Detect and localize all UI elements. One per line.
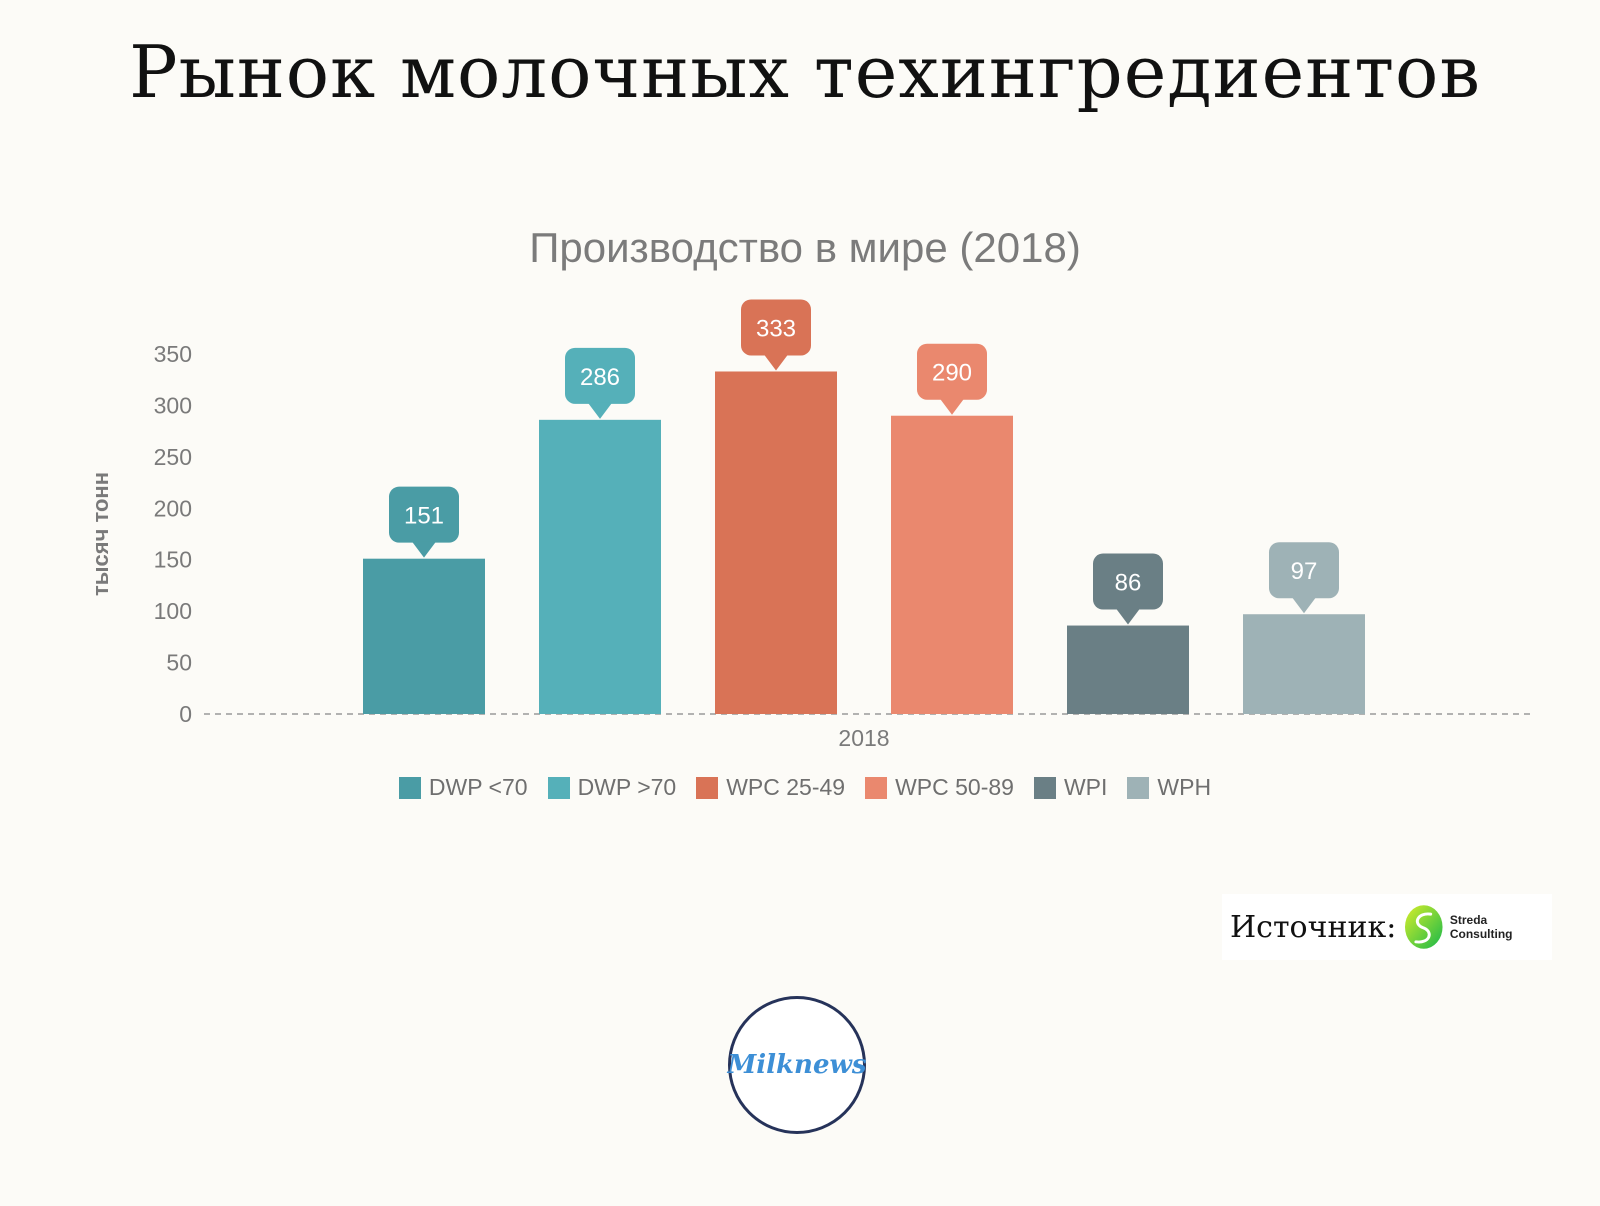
- data-label: 86: [1115, 570, 1142, 597]
- legend-swatch: [696, 776, 719, 799]
- legend-swatch: [547, 776, 570, 799]
- legend-item[interactable]: DWP <70: [398, 774, 528, 801]
- y-tick-label: 350: [154, 341, 192, 367]
- legend-swatch: [1127, 776, 1150, 799]
- data-label-bubble: [389, 486, 459, 543]
- data-label-pointer: [412, 541, 436, 558]
- y-tick-label: 0: [179, 701, 192, 727]
- chart-title: Производство в мире (2018): [529, 224, 1081, 271]
- y-tick-label: 200: [154, 495, 192, 521]
- legend-label: DWP >70: [577, 774, 677, 800]
- legend-item[interactable]: WPI: [1033, 774, 1108, 801]
- legend-swatch: [398, 776, 421, 799]
- legend-item[interactable]: WPC 50-89: [865, 774, 1014, 801]
- data-label: 333: [756, 315, 796, 342]
- data-label: 286: [580, 364, 620, 391]
- data-label-pointer: [1116, 608, 1140, 625]
- y-tick-label: 50: [166, 650, 192, 676]
- bar-wph: [1243, 614, 1365, 714]
- bar-wpi: [1067, 625, 1189, 714]
- data-label: 151: [404, 503, 444, 530]
- legend-label: WPC 25-49: [726, 774, 846, 800]
- legend-item[interactable]: DWP >70: [547, 774, 677, 801]
- data-label-bubble: [1093, 553, 1163, 610]
- legend-item[interactable]: WPH: [1127, 774, 1211, 801]
- milknews-logo: Milknews: [727, 996, 867, 1134]
- y-axis-label: тысяч тонн: [88, 472, 113, 596]
- data-label-bubble: [741, 299, 811, 356]
- data-label-bubble: [917, 343, 987, 400]
- source-label: Источник:: [1230, 909, 1397, 945]
- data-label: 97: [1291, 558, 1318, 585]
- bar-wpc-50-89: [891, 415, 1013, 714]
- legend-label: DWP <70: [428, 774, 528, 800]
- data-label-bubble: [1269, 542, 1339, 599]
- y-tick-label: 100: [154, 598, 192, 624]
- source-name: Streda Consulting: [1449, 913, 1513, 941]
- chart-legend: DWP <70 DWP >70 WPC 25-49 WPC 50-89 WPI WPH: [0, 774, 1600, 801]
- y-tick-label: 250: [154, 444, 192, 470]
- y-tick-label: 150: [154, 547, 192, 573]
- data-label-bubble: [565, 347, 635, 404]
- data-label-pointer: [588, 402, 612, 419]
- legend-swatch: [1033, 776, 1056, 799]
- data-label: 290: [932, 360, 972, 387]
- data-label-pointer: [1292, 597, 1316, 614]
- bar-dwp-70: [539, 419, 661, 714]
- bar-wpc-25-49: [715, 371, 837, 714]
- bar-dwp-70: [363, 558, 485, 714]
- x-tick-label: 2018: [838, 725, 889, 751]
- legend-item[interactable]: WPC 25-49: [696, 774, 845, 801]
- chart: 0 50 100 150 200 250 300 350 тысяч тонн 151 286 333…: [88, 299, 1530, 751]
- legend-label: WPH: [1157, 774, 1212, 800]
- legend-label: WPC 50-89: [895, 774, 1014, 800]
- data-label-pointer: [764, 354, 788, 371]
- data-label-pointer: [940, 398, 964, 415]
- brand-name: Milknews: [727, 1050, 867, 1080]
- page-title: Рынок молочных техингредиентов: [129, 30, 1481, 114]
- legend-swatch: [865, 776, 888, 799]
- legend-label: WPI: [1063, 774, 1108, 800]
- streda-logo-icon: [1405, 905, 1443, 949]
- y-tick-label: 300: [154, 392, 192, 418]
- source-box: Источник: Streda Consulting: [1222, 894, 1552, 960]
